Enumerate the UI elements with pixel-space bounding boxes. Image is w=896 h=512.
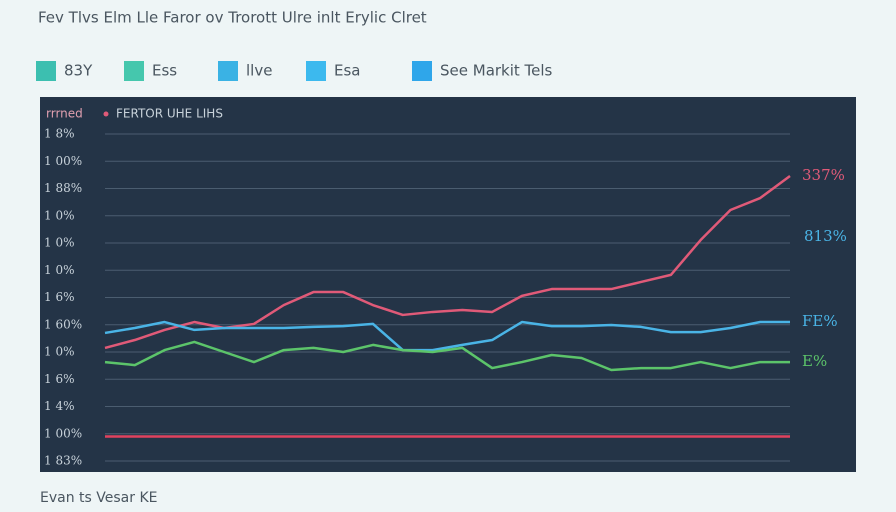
legend-swatch: [124, 61, 144, 81]
panel-tag: rrrned: [46, 107, 83, 121]
y-tick-label: 1 60%: [44, 317, 82, 331]
end-label: 337%: [802, 166, 845, 184]
legend-swatch: [218, 61, 238, 81]
series-line: [104, 320, 790, 352]
panel-label: FERTOR UHE LIHS: [116, 107, 223, 121]
chart-title: Fev Tlvs Elm Lle Faror ov Trorott Ulre i…: [38, 9, 427, 27]
legend-label: llve: [246, 62, 272, 80]
y-tick-label: 1 0%: [44, 236, 75, 250]
legend-swatch: [36, 61, 56, 81]
panel-dot: [103, 111, 109, 117]
y-tick-label: 1 0%: [44, 263, 75, 277]
series-line: [104, 340, 790, 372]
y-tick-label: 1 00%: [44, 426, 82, 440]
y-tick-label: 1 6%: [44, 372, 75, 386]
annotation: 813%: [804, 227, 847, 245]
legend-label: 83Y: [64, 62, 93, 80]
y-tick-label: 1 4%: [44, 399, 75, 413]
plot-panel: [40, 97, 856, 472]
legend-label: Ess: [152, 62, 177, 80]
series-line: [104, 174, 791, 350]
y-tick-label: 1 83%: [44, 454, 82, 468]
y-tick-label: 1 0%: [44, 208, 75, 222]
y-tick-label: 1 6%: [44, 290, 75, 304]
legend-label: Esa: [334, 62, 360, 80]
y-tick-label: 1 8%: [44, 127, 75, 141]
y-tick-label: 1 88%: [44, 181, 82, 195]
end-label: E%: [802, 352, 827, 370]
end-label: FE%: [802, 312, 838, 330]
legend-swatch: [306, 61, 326, 81]
y-tick-label: 1 0%: [44, 345, 75, 359]
x-axis-label: Evan ts Vesar KE: [40, 490, 157, 506]
y-tick-label: 1 00%: [44, 154, 82, 168]
legend-swatch: [412, 61, 432, 81]
legend-label: See Markit Tels: [440, 62, 553, 80]
